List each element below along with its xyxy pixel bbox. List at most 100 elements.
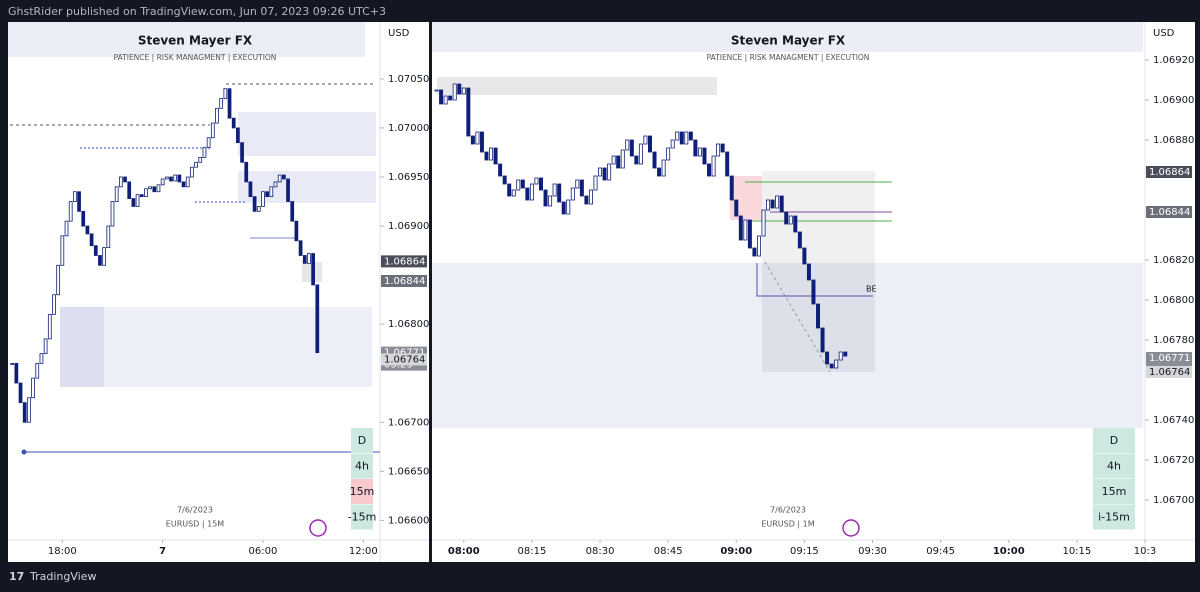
price-label-box: [1146, 166, 1192, 178]
candle: [557, 183, 562, 203]
candle: [294, 220, 299, 242]
header-text: GhstRider published on TradingView.com, …: [8, 5, 386, 18]
annotation: BE: [866, 285, 877, 294]
candle: [793, 215, 798, 233]
price-label-box: [1146, 366, 1192, 378]
y-tick-label: 1.06900: [388, 221, 429, 232]
candle: [711, 155, 716, 177]
timeframe-button[interactable]: [351, 479, 373, 504]
footer-logo: 17: [9, 570, 24, 583]
candle: [60, 235, 65, 266]
candle: [215, 107, 219, 124]
timeframe-button[interactable]: [1093, 428, 1135, 453]
candle: [181, 181, 186, 188]
price-label: 1.06864: [1149, 167, 1190, 178]
candle: [561, 201, 566, 215]
candle: [666, 147, 671, 161]
candle: [625, 139, 630, 151]
timeframe-label[interactable]: D: [358, 434, 366, 447]
timeframe-button[interactable]: [1093, 479, 1135, 504]
timeframe-label[interactable]: 15m: [350, 485, 375, 498]
price-label: 1.06764: [384, 354, 425, 365]
x-tick-label: 09:00: [720, 546, 752, 557]
x-tick-label: 08:00: [448, 546, 480, 557]
price-label: 1.06844: [1149, 207, 1190, 218]
candle: [516, 179, 521, 191]
candle: [256, 206, 261, 212]
y-tick-label: 1.07000: [388, 123, 429, 134]
candle: [194, 161, 198, 168]
candle: [484, 151, 489, 161]
candle: [525, 187, 530, 201]
candle: [290, 201, 295, 222]
y-tick-label: 1.06720: [1153, 455, 1194, 466]
candle: [93, 245, 98, 256]
timeframe-label[interactable]: D: [1110, 434, 1118, 447]
timeframe-button[interactable]: [351, 428, 373, 453]
zone: [60, 307, 104, 387]
candle: [210, 122, 215, 139]
y-tick-label: 1.06900: [1153, 95, 1194, 106]
candle: [177, 174, 182, 183]
timeframe-label[interactable]: 4h: [1107, 460, 1121, 473]
candle: [261, 191, 265, 207]
candle: [206, 137, 211, 148]
candle: [829, 363, 834, 369]
candle: [139, 194, 144, 198]
candle: [85, 225, 90, 235]
x-tick-label: 10:15: [1062, 546, 1091, 557]
candle: [688, 131, 693, 141]
zone: [437, 77, 717, 95]
y-tick-label: 1.06650: [388, 466, 429, 477]
candle: [298, 240, 303, 256]
timeframe-button[interactable]: [1093, 453, 1135, 479]
price-label-box: [381, 255, 427, 268]
candle: [106, 225, 111, 249]
candle: [784, 211, 789, 225]
timeframe-button[interactable]: [351, 504, 373, 530]
candle: [720, 143, 725, 153]
timeframe-button[interactable]: [351, 453, 373, 479]
candle: [729, 175, 734, 201]
timeframe-label[interactable]: 4h: [355, 460, 369, 473]
candle: [236, 127, 240, 144]
date-label: 7/6/2023: [770, 506, 806, 515]
candle: [10, 363, 15, 365]
timeframe-label[interactable]: 15m: [1102, 485, 1127, 498]
candle: [227, 88, 232, 119]
timeframe-label[interactable]: -15m: [348, 511, 377, 524]
candle: [273, 181, 278, 188]
candle: [160, 178, 165, 186]
candle: [439, 89, 444, 105]
candle: [89, 233, 94, 247]
candle: [820, 327, 825, 353]
candle: [493, 147, 498, 165]
candle: [566, 199, 571, 215]
candle: [616, 155, 621, 169]
candle: [520, 179, 525, 189]
candle: [725, 151, 730, 177]
candle: [802, 247, 807, 265]
candle: [575, 179, 580, 189]
timeframe-label[interactable]: i-15m: [1098, 511, 1130, 524]
timeframe-button[interactable]: [1093, 504, 1135, 530]
candle: [738, 215, 743, 241]
candle: [240, 142, 244, 163]
chart-subtitle: PATIENCE | RISK MANAGMENT | EXECUTION: [114, 53, 277, 62]
y-tick-label: 1.06780: [1153, 335, 1194, 346]
candle: [507, 183, 512, 197]
candle: [684, 131, 689, 145]
x-tick-label: 08:45: [654, 546, 683, 557]
candle: [825, 351, 830, 365]
candle: [173, 174, 178, 182]
y-tick-label: 1.06920: [1153, 55, 1194, 66]
candle: [152, 186, 157, 193]
candle: [647, 135, 652, 153]
title-band: [8, 22, 365, 57]
candle: [68, 201, 73, 222]
candle: [806, 263, 811, 281]
candle: [73, 191, 77, 202]
candle: [775, 195, 780, 209]
candle: [27, 397, 31, 423]
candle: [570, 187, 575, 201]
